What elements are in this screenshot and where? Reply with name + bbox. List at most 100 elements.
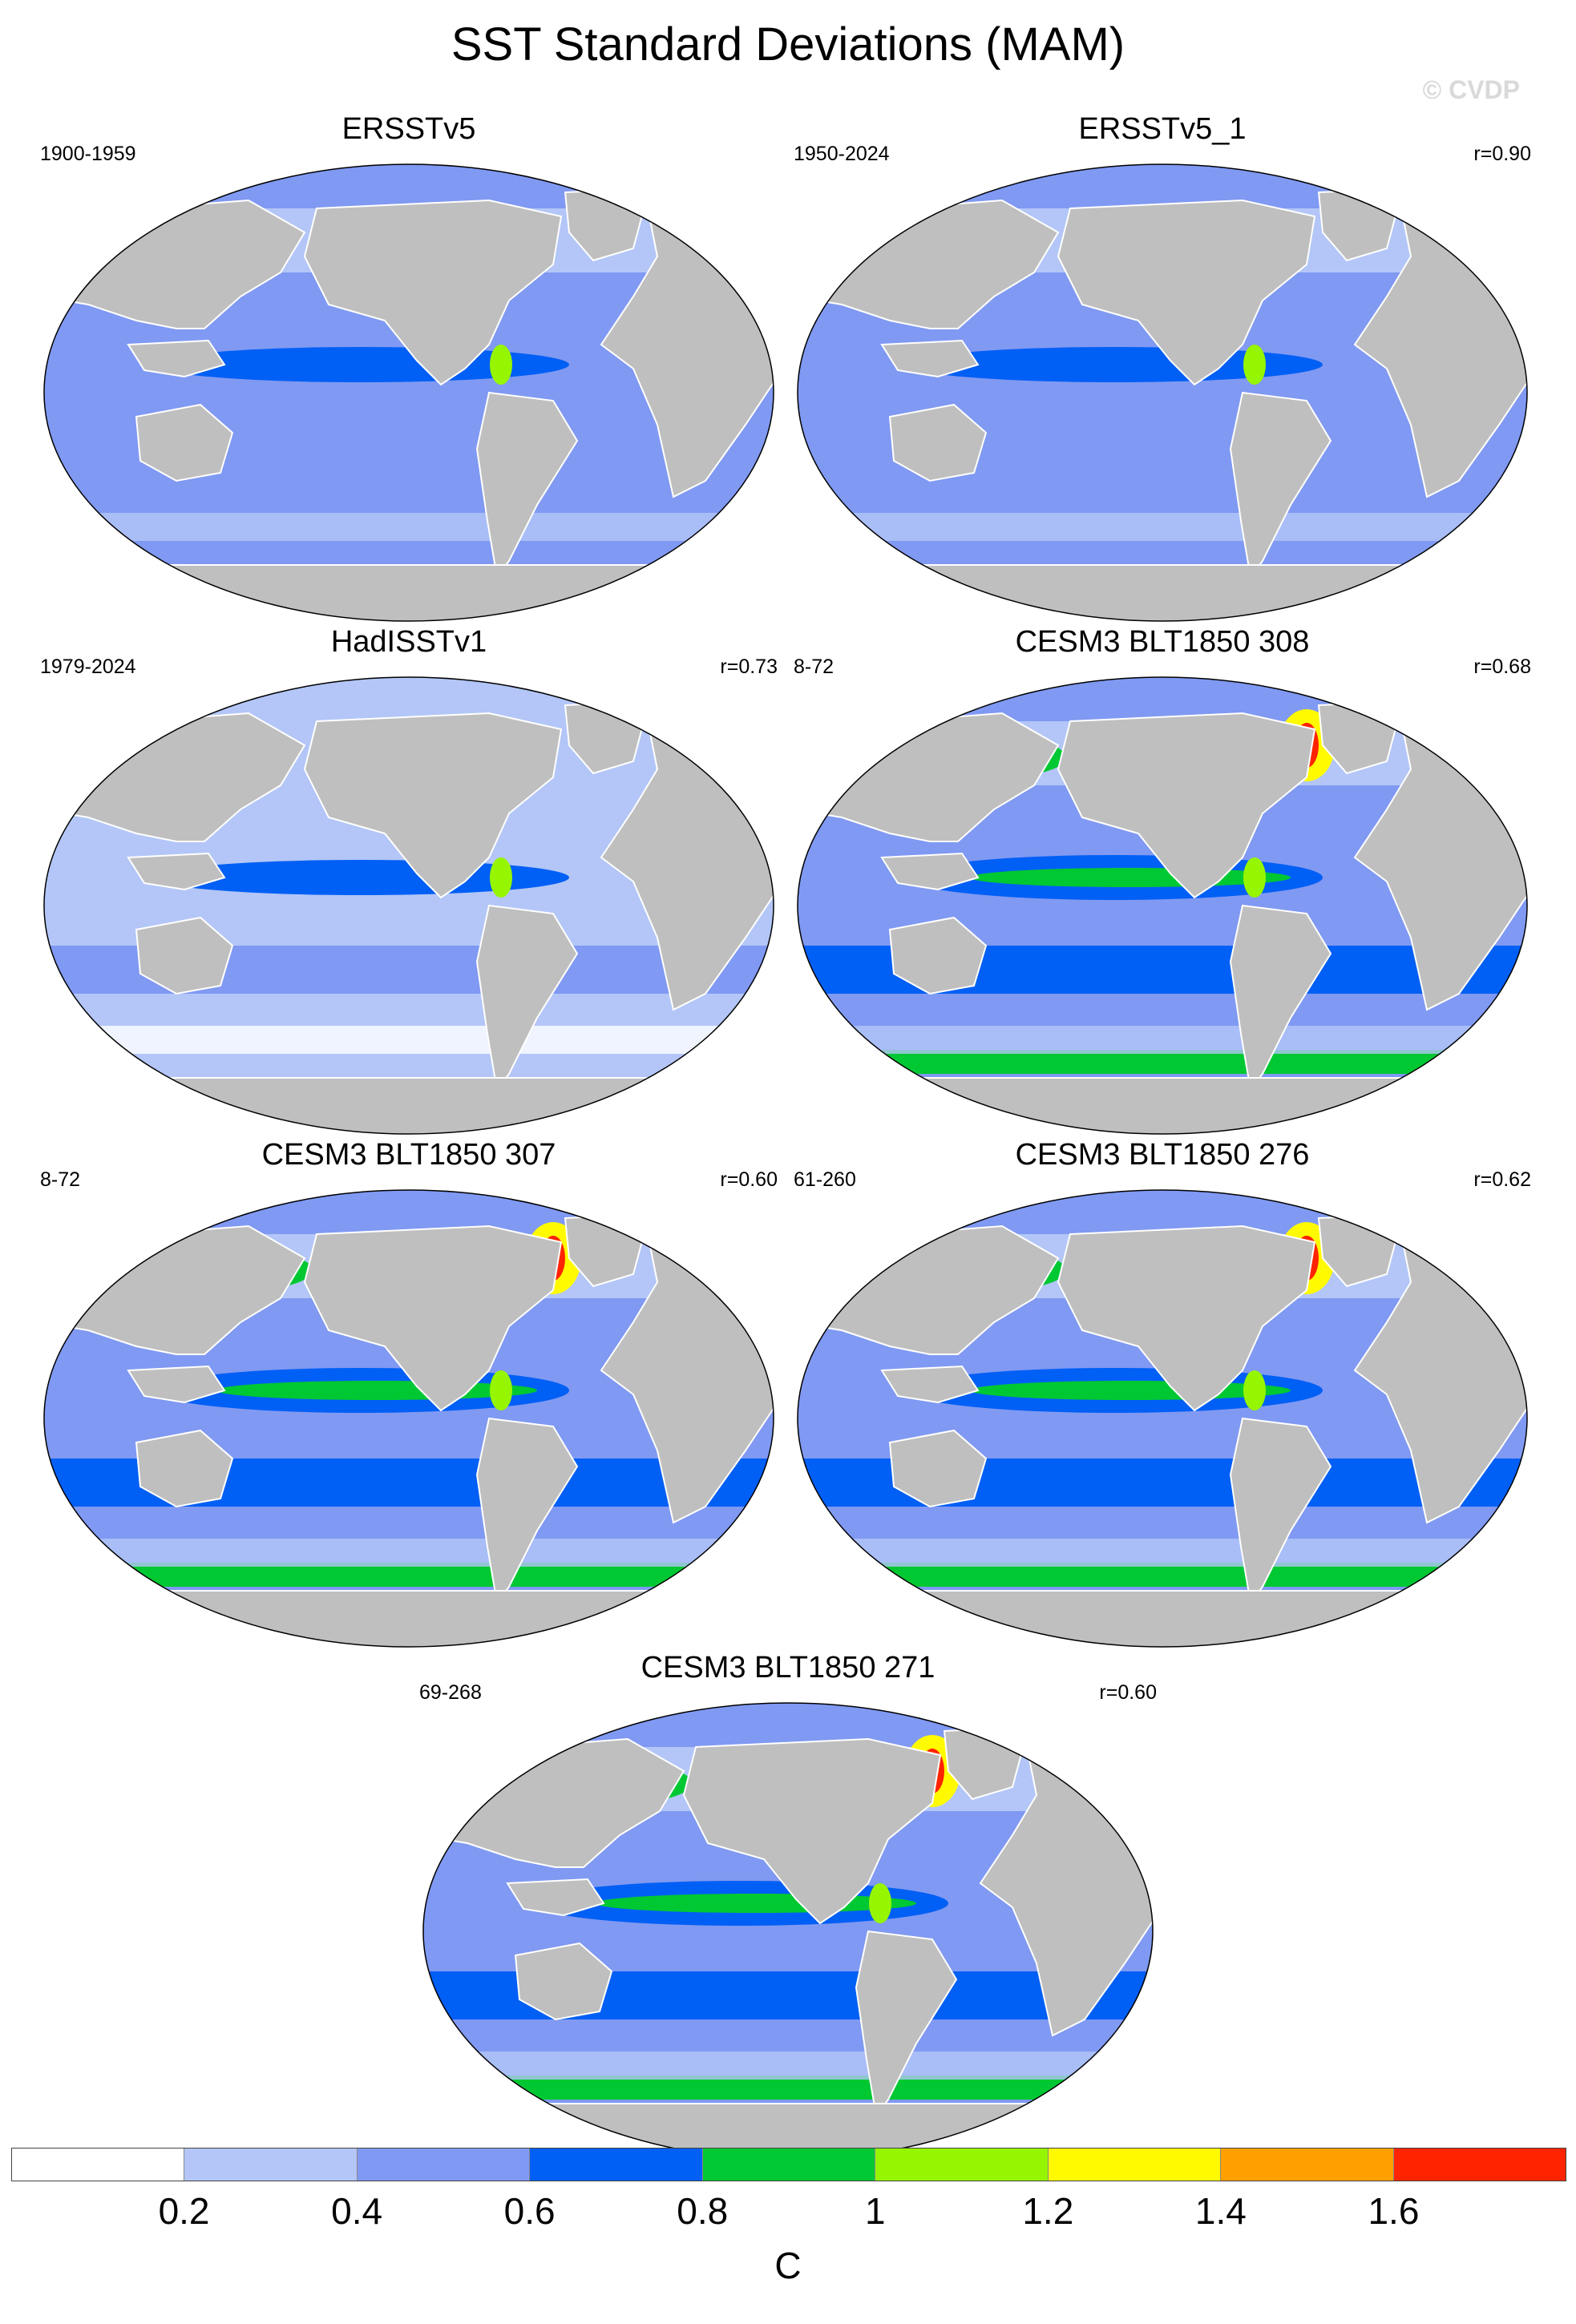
land-maritime-continent (127, 339, 226, 378)
map-boundary (797, 163, 1528, 622)
panel-title: CESM3 BLT1850 276 (1015, 1138, 1310, 1172)
panel-period: 1900-1959 (40, 143, 136, 165)
land-south-america (1229, 904, 1332, 1092)
colorbar-swatch (875, 2148, 1049, 2181)
colorbar-swatch (1221, 2148, 1394, 2181)
panel-title: HadISSTv1 (330, 625, 487, 659)
panel-period: 8-72 (794, 656, 834, 678)
colorbar-ticks: 0.2 0.4 0.6 0.8 1 1.2 1.4 1.6 (11, 2189, 1566, 2237)
panel-correlation: r=0.90 (1473, 143, 1531, 165)
colorbar-swatch (530, 2148, 703, 2181)
land-south-america (475, 391, 579, 579)
map-panel-cesm3-307: CESM3 BLT1850 307 8-72 r=0.60 (40, 1138, 778, 1651)
panel-correlation: r=0.68 (1473, 656, 1531, 678)
watermark: © CVDP (1422, 75, 1520, 104)
map-boundary (797, 1189, 1528, 1648)
land-maritime-continent (506, 1878, 605, 1917)
panel-correlation: r=0.73 (720, 656, 778, 678)
colorbar-tick-label: 1.6 (1368, 2190, 1420, 2232)
land-south-america (855, 1930, 958, 2118)
colorbar-swatch (184, 2148, 358, 2181)
panel-correlation: r=0.60 (720, 1168, 778, 1191)
panel-period: 61-260 (794, 1168, 856, 1191)
sea-ice-edge (44, 1539, 774, 1567)
peru-upwelling (490, 345, 512, 385)
panel-title: CESM3 BLT1850 271 (641, 1651, 935, 1684)
land-north-america (303, 199, 563, 386)
colorbar-swatch (1393, 2148, 1566, 2181)
land-north-america (682, 1737, 942, 1925)
land-antarctica (856, 1077, 1485, 1134)
map-boundary (43, 676, 774, 1135)
panel-period: 8-72 (40, 1168, 81, 1191)
land-maritime-continent (880, 339, 980, 378)
equatorial-pacific-core (216, 1381, 537, 1400)
colorbar-tick-label: 0.2 (158, 2190, 210, 2232)
land-maritime-continent (880, 1365, 980, 1404)
map-panel-ersstv5: ERSSTv5 1900-1959 (40, 112, 778, 625)
panel-period: 1979-2024 (40, 656, 136, 678)
colorbar-swatch (702, 2148, 876, 2181)
colorbar-swatch (357, 2148, 531, 2181)
land-maritime-continent (127, 852, 226, 891)
colorbar-unit: C (774, 2245, 802, 2286)
peru-upwelling (490, 857, 512, 898)
peru-upwelling (869, 1883, 891, 1923)
colorbar-swatch (12, 2148, 185, 2181)
panel-period: 69-268 (419, 1681, 482, 1704)
colorbar-swatch (1048, 2148, 1222, 2181)
panel-title: ERSSTv5_1 (1078, 112, 1247, 146)
land-australia (135, 403, 234, 482)
panel-period: 1950-2024 (794, 143, 890, 165)
map-boundary (43, 1189, 774, 1648)
colorbar-tick-label: 0.6 (503, 2190, 556, 2232)
land-north-america (1057, 712, 1316, 899)
map-panel-ersstv5-1: ERSSTv5_1 1950-2024 r=0.90 (794, 112, 1531, 625)
map-panel-cesm3-308: CESM3 BLT1850 308 8-72 r=0.68 (794, 625, 1531, 1138)
panel-correlation: r=0.60 (1099, 1681, 1157, 1704)
sea-ice-edge (798, 1539, 1527, 1567)
sea-ice-edge (798, 1026, 1527, 1054)
land-north-america (1057, 1225, 1316, 1412)
colorbar-tick-label: 1 (864, 2190, 886, 2232)
land-south-america (1229, 1417, 1332, 1605)
world-map (422, 1702, 1154, 2161)
colorbar (11, 2148, 1566, 2181)
land-australia (135, 1429, 234, 1508)
land-south-america (475, 1417, 579, 1605)
land-south-america (475, 904, 579, 1092)
peru-upwelling (1243, 1370, 1266, 1410)
land-antarctica (856, 564, 1485, 621)
colorbar-tick-label: 1.4 (1194, 2190, 1247, 2232)
world-map (43, 1189, 774, 1648)
equatorial-pacific-core (970, 868, 1291, 887)
land-antarctica (103, 1077, 731, 1134)
land-australia (888, 1429, 988, 1508)
land-antarctica (856, 1590, 1485, 1647)
panel-title: CESM3 BLT1850 307 (261, 1138, 556, 1172)
land-australia (135, 916, 234, 995)
world-map (797, 1189, 1528, 1648)
colorbar-tick-label: 1.2 (1022, 2190, 1074, 2232)
sea-ice-edge (44, 1026, 774, 1054)
map-panel-hadisstv1: HadISSTv1 1979-2024 r=0.73 (40, 625, 778, 1138)
map-panel-cesm3-271: CESM3 BLT1850 271 69-268 r=0.60 (419, 1651, 1157, 2164)
peru-upwelling (1243, 345, 1266, 385)
colorbar-tick-label: 0.8 (677, 2190, 729, 2232)
land-australia (888, 916, 988, 995)
peru-upwelling (490, 1370, 512, 1410)
map-boundary (797, 676, 1528, 1135)
sea-ice-edge (44, 513, 774, 541)
land-australia (514, 1942, 613, 2021)
land-antarctica (103, 564, 731, 621)
land-south-america (1229, 391, 1332, 579)
peru-upwelling (1243, 857, 1266, 898)
land-maritime-continent (127, 1365, 226, 1404)
world-map (43, 676, 774, 1135)
map-boundary (43, 163, 774, 622)
world-map (43, 163, 774, 622)
equatorial-pacific-core (970, 1381, 1291, 1400)
land-antarctica (103, 1590, 731, 1647)
land-australia (888, 403, 988, 482)
world-map (797, 676, 1528, 1135)
